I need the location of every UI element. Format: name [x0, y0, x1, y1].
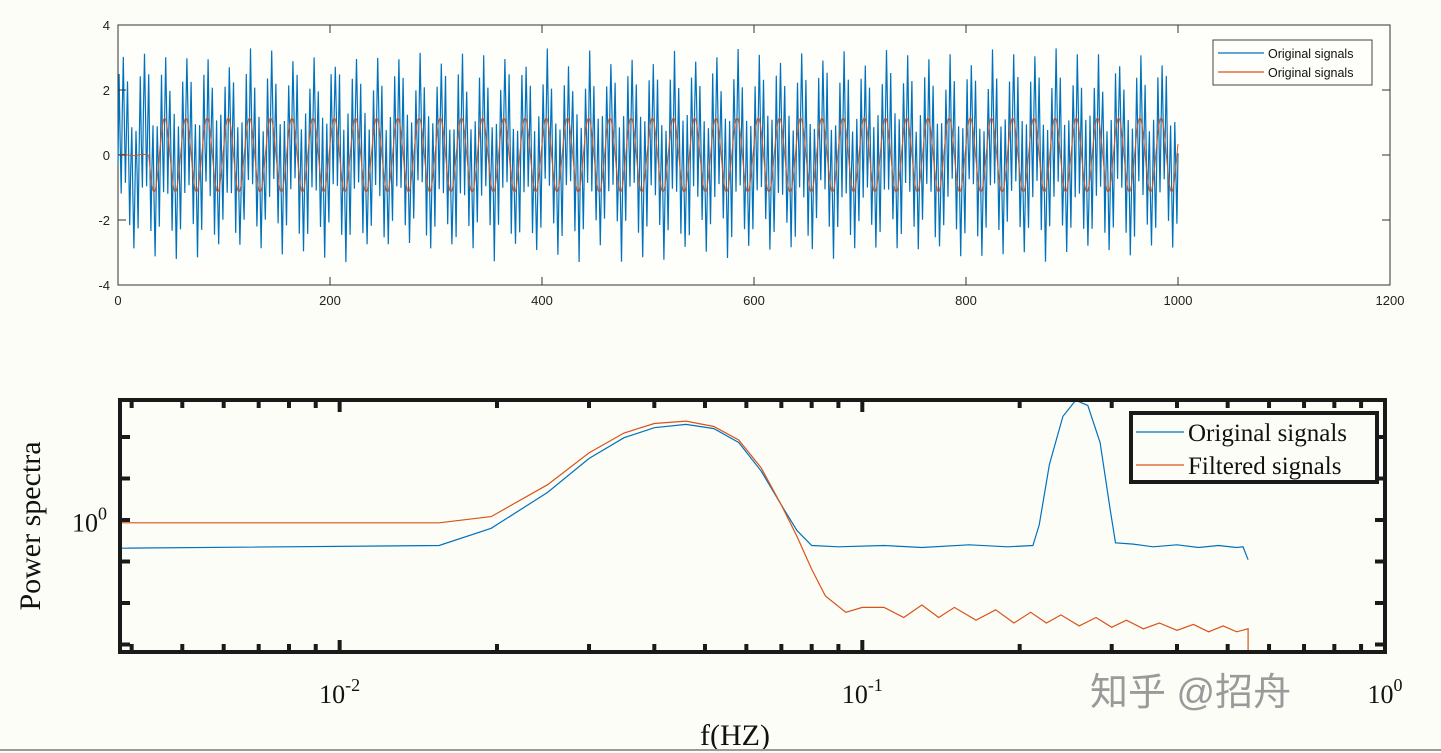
- bottom-legend: Original signals Filtered signals: [1129, 411, 1379, 484]
- top-y-tick-label: 2: [103, 83, 110, 98]
- bottom-legend-box: [1129, 411, 1379, 484]
- top-series-line-2: [117, 116, 1179, 194]
- bottom-axes-box: [118, 398, 1387, 654]
- top-x-tick-label: 0: [114, 293, 121, 308]
- top-x-tick-label: 1000: [1164, 293, 1193, 308]
- bottom-x-tick-label: 10-2: [319, 675, 360, 709]
- top-legend: Original signals Original signals: [1212, 39, 1373, 86]
- top-y-tick-label: 4: [103, 18, 110, 33]
- bottom-series-line-1: [120, 400, 1249, 560]
- bottom-x-axis-label: f(HZ): [700, 719, 770, 752]
- top-legend-label: Original signals: [1268, 66, 1353, 80]
- bottom-x-tick-label: 100: [1368, 675, 1403, 709]
- top-legend-label: Original signals: [1268, 47, 1353, 61]
- top-x-tick-label: 1200: [1376, 293, 1405, 308]
- bottom-series-line-2: [120, 420, 1249, 652]
- top-y-tick-label: -4: [98, 278, 110, 293]
- bottom-y-axis-label: Power spectra: [14, 441, 47, 610]
- top-series-line-1: [117, 48, 1179, 263]
- top-x-tick-label: 400: [531, 293, 553, 308]
- top-x-tick-label: 800: [955, 293, 977, 308]
- top-y-tick-label: -2: [98, 213, 110, 228]
- bottom-y-tick-label: 100: [72, 504, 107, 538]
- bottom-x-tick-label: 10-1: [842, 675, 883, 709]
- bottom-legend-label: Filtered signals: [1188, 453, 1341, 480]
- top-legend-box: [1212, 39, 1373, 86]
- bottom-legend-label: Original signals: [1188, 420, 1347, 447]
- top-x-tick-label: 200: [319, 293, 341, 308]
- divider: [0, 749, 1441, 751]
- top-y-tick-label: 0: [103, 148, 110, 163]
- top-x-tick-label: 600: [743, 293, 765, 308]
- watermark-logo: 知乎 @招舟: [1090, 672, 1291, 714]
